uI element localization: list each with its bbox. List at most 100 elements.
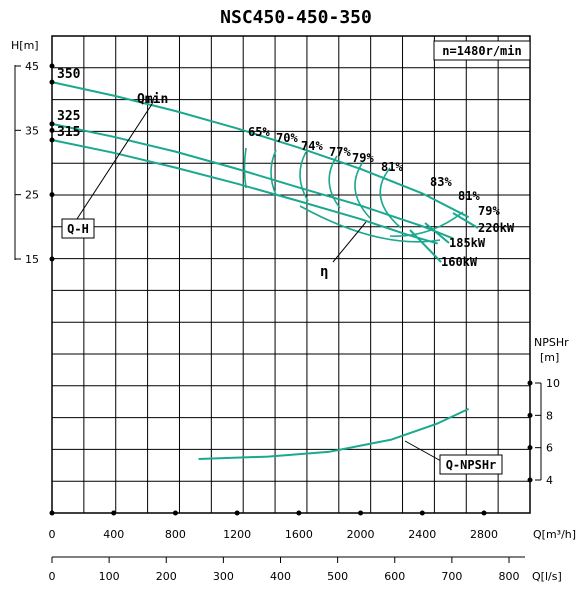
q-tick-label: 2800	[470, 528, 498, 541]
efficiency-label: 79%	[478, 204, 500, 218]
h-tick-dot	[49, 63, 55, 69]
npsh-label: Q-NPSHr	[446, 458, 497, 472]
q-tick-dot	[49, 510, 55, 516]
npsh-axis-label: NPSHr	[534, 336, 569, 349]
eta-curve	[299, 205, 441, 243]
series-curve-315	[51, 139, 438, 245]
series-group	[49, 79, 470, 460]
h-tick-dot	[49, 256, 55, 262]
q-tick-dot	[234, 510, 240, 516]
ls-tick-label: 400	[270, 570, 291, 583]
ls-tick-label: 800	[499, 570, 520, 583]
eta-curve-closing	[389, 211, 464, 237]
curve-label: 315	[57, 125, 80, 140]
efficiency-labels: 65% 70%74% 77% 79%81%83%81%79%	[248, 125, 500, 218]
ls-tick-label: 300	[213, 570, 234, 583]
npsh-tick-label: 10	[546, 377, 560, 390]
eta-leader	[332, 221, 367, 263]
flow-m3h-ticks: 0 400 800 1200 1600 2000 2400 2800	[49, 510, 498, 541]
power-curve	[424, 222, 450, 244]
npsh-tick-label: 8	[546, 409, 553, 422]
qmin-label: Qmin	[137, 92, 168, 107]
flow-ls-ticks: 0 100 200 300 400 500 600 700 800	[49, 557, 520, 583]
ls-tick-label: 600	[384, 570, 405, 583]
ls-tick-label: 500	[327, 570, 348, 583]
q-tick-label: 2400	[408, 528, 436, 541]
q-tick-dot	[358, 510, 364, 516]
eta-contour-79	[354, 161, 371, 219]
power-curve	[452, 212, 479, 229]
eta-contour-77	[328, 155, 341, 209]
h-tick-label: 15	[25, 253, 39, 266]
npsh-tick-dot	[527, 477, 533, 483]
h-tick-dot	[49, 192, 55, 198]
curve-start-dot	[49, 121, 55, 127]
ls-tick-label: 0	[49, 570, 56, 583]
flow-m3h-label: Q[m³/h]	[533, 528, 576, 541]
qh-label: Q-H	[67, 222, 89, 236]
eta-contour-74	[299, 151, 309, 202]
q-tick-label: 2000	[347, 528, 375, 541]
q-tick-dot	[111, 510, 117, 516]
npsh-axis-ticks: 10 8 6 4	[527, 377, 560, 487]
q-tick-dot	[419, 510, 425, 516]
q-tick-dot	[172, 510, 178, 516]
npsh-tick-dot	[527, 380, 533, 386]
h-tick-label: 45	[25, 60, 39, 73]
q-tick-label: 800	[165, 528, 186, 541]
q-tick-label: 400	[103, 528, 124, 541]
flow-ls-label: Q[l/s]	[532, 570, 562, 583]
series-curve-350	[51, 81, 470, 219]
efficiency-label: 74%	[301, 139, 323, 153]
efficiency-label: 83%	[430, 175, 452, 189]
qmin-leader	[74, 103, 153, 223]
efficiency-label: 81%	[458, 189, 480, 203]
flow-m3h-axis: 0 400 800 1200 1600 2000 2400 2800 Q[m³/h]	[49, 510, 576, 541]
chart-grid	[51, 35, 531, 514]
series-curve-q-npshr	[198, 407, 470, 460]
qmin-leader-top	[151, 96, 155, 105]
curve-label: 350	[57, 67, 81, 82]
npsh-tick-label: 4	[546, 474, 553, 487]
eta-label: η	[320, 264, 328, 280]
efficiency-label: 81%	[381, 160, 403, 174]
efficiency-label: 79%	[352, 151, 374, 165]
h-tick-dot	[49, 127, 55, 133]
q-tick-label: 0	[49, 528, 56, 541]
curve-start-dot	[49, 79, 55, 85]
h-axis-label: H[m]	[11, 39, 39, 52]
eta-contour-70	[270, 149, 277, 196]
q-tick-dot	[296, 510, 302, 516]
npsh-tick-label: 6	[546, 442, 553, 455]
qh-label-box	[61, 218, 95, 239]
ls-tick-label: 700	[441, 570, 462, 583]
ls-tick-label: 100	[99, 570, 120, 583]
q-tick-dot	[481, 510, 487, 516]
series-curve-325	[51, 122, 454, 240]
h-axis-ticks: 45 35 25 15	[15, 60, 55, 266]
power-label: 160kW	[441, 255, 478, 269]
h-axis: H[m] 45 35 25 15	[11, 39, 55, 266]
q-tick-label: 1200	[223, 528, 251, 541]
eta-contour-65	[243, 147, 247, 189]
ls-tick-label: 200	[156, 570, 177, 583]
q-tick-label: 1600	[285, 528, 313, 541]
curve-label: 325	[57, 109, 80, 124]
npsh-axis-unit: [m]	[540, 351, 559, 364]
power-label: 185kW	[449, 236, 486, 250]
grid-frame	[51, 35, 531, 514]
curve-start-dot	[49, 137, 55, 143]
npsh-label-box	[439, 454, 503, 475]
npsh-tick-dot	[527, 445, 533, 451]
npsh-tick-dot	[527, 412, 533, 418]
h-tick-label: 35	[25, 124, 39, 137]
power-label: 220kW	[478, 221, 515, 235]
speed-label-box	[433, 40, 531, 61]
h-tick-label: 25	[25, 189, 39, 202]
efficiency-label: 77%	[329, 145, 351, 159]
efficiency-contours	[243, 147, 464, 243]
flow-ls-axis: 0 100 200 300 400 500 600 700 800 Q[l/s]	[49, 556, 562, 583]
speed-label: n=1480r/min	[442, 44, 521, 58]
